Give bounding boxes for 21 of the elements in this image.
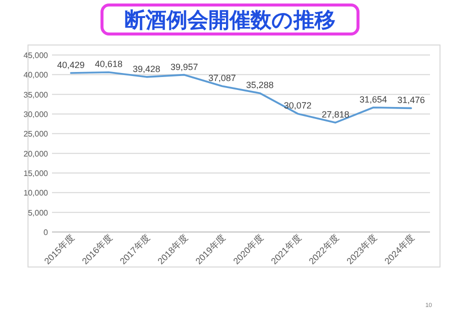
chart-title: 断酒例会開催数の推移 (124, 9, 336, 32)
text: 39,428 (132, 64, 160, 74)
text: 40,618 (94, 59, 122, 70)
y-tick-label: 20,000 (24, 149, 49, 158)
text: 31,654 (360, 94, 388, 104)
y-tick-label: 25,000 (24, 130, 49, 139)
y-tick-label: 0 (44, 228, 49, 237)
y-tick-label: 15,000 (24, 169, 49, 178)
y-tick-label: 30,000 (24, 110, 49, 119)
text: 35,288 (246, 80, 274, 90)
text: 30,072 (284, 100, 312, 111)
text: 27,818 (322, 110, 350, 120)
y-tick-label: 10,000 (24, 188, 49, 198)
text: 31,476 (397, 95, 425, 106)
y-tick-label: 35,000 (24, 90, 49, 100)
y-tick-label: 45,000 (24, 51, 49, 60)
text: 39,957 (170, 62, 198, 72)
y-tick-label: 40,000 (24, 70, 49, 80)
text: 37,087 (208, 73, 236, 84)
y-tick-label: 5,000 (28, 208, 49, 218)
text: 40,429 (57, 60, 85, 70)
